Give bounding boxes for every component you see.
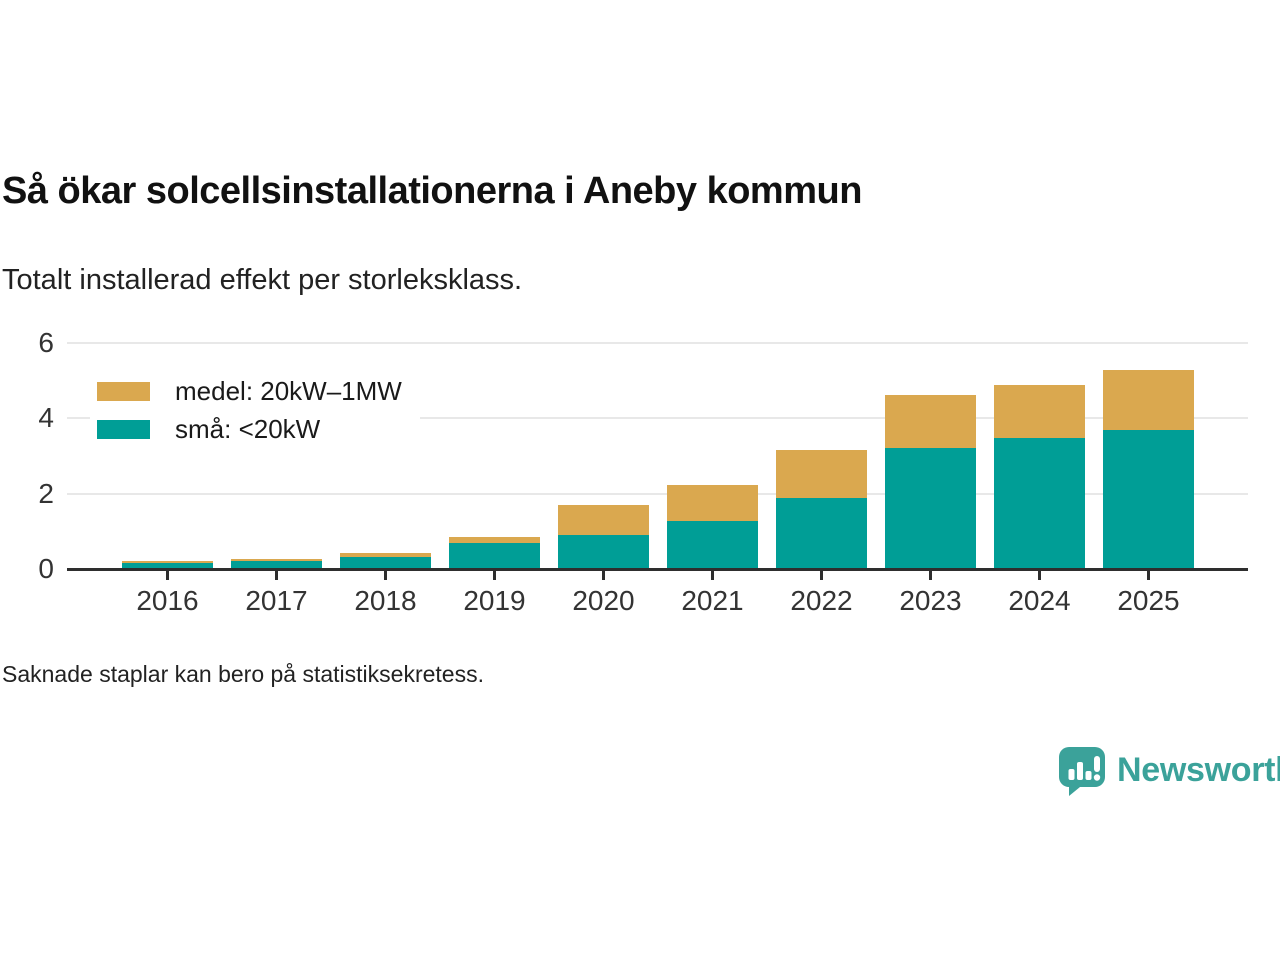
- chart-title: Så ökar solcellsinstallationerna i Aneby…: [2, 170, 862, 212]
- y-tick-label: 6: [38, 327, 54, 358]
- y-tick-label: 4: [38, 402, 54, 434]
- gridline-y2: [67, 492, 1248, 495]
- x-tick-label: 2024: [1008, 585, 1071, 616]
- x-tick-label: 2016: [136, 585, 199, 616]
- y-tick-label: 2: [38, 477, 54, 509]
- legend-swatch-medel: [97, 381, 150, 401]
- bar-segment-medel: [994, 385, 1085, 439]
- bar-segment-sma: [340, 556, 431, 569]
- bar-segment-medel: [885, 394, 976, 449]
- x-tick-label: 2020: [572, 585, 635, 616]
- x-tick-label: 2022: [790, 585, 853, 616]
- bar-segment-medel: [231, 558, 322, 562]
- bar-segment-sma: [667, 521, 758, 569]
- bar-chart-speech-bubble-icon: [1059, 747, 1105, 796]
- bar-segment-medel: [1103, 369, 1194, 431]
- bar-segment-sma: [885, 448, 976, 569]
- gridline-y4: [67, 417, 1248, 420]
- x-axis-tick: [166, 571, 169, 580]
- chart-subtitle: Totalt installerad effekt per storlekskl…: [2, 264, 523, 296]
- x-tick-label: 2017: [245, 585, 308, 616]
- y-tick-label: 0: [38, 553, 54, 584]
- gridline-y6: [67, 342, 1248, 344]
- bar-segment-medel: [776, 449, 867, 499]
- x-axis-tick: [602, 571, 605, 580]
- x-axis-tick: [1038, 571, 1041, 580]
- legend-item-sma: små: <20kW: [97, 410, 402, 448]
- bar-segment-medel: [558, 504, 649, 536]
- bar-segment-sma: [558, 535, 649, 569]
- bar-segment-medel: [667, 485, 758, 522]
- x-tick-label: 2019: [463, 585, 526, 616]
- x-axis-line: [67, 568, 1248, 571]
- x-axis-tick: [711, 571, 714, 580]
- brand-logo: Newsworthy: [1056, 744, 1280, 796]
- legend-swatch-sma: [97, 419, 150, 439]
- x-tick-label: 2021: [681, 585, 744, 616]
- x-axis-tick: [929, 571, 932, 580]
- bar-segment-sma: [449, 543, 540, 569]
- legend: medel: 20kW–1MW små: <20kW: [90, 366, 420, 454]
- x-axis-tick: [384, 571, 387, 580]
- bar-segment-medel: [449, 536, 540, 544]
- bar-segment-sma: [231, 561, 322, 569]
- x-axis-tick: [1147, 571, 1150, 580]
- x-axis-tick: [493, 571, 496, 580]
- legend-label-medel: medel: 20kW–1MW: [175, 375, 402, 406]
- bar-segment-sma: [1103, 430, 1194, 569]
- bar-segment-sma: [122, 562, 213, 569]
- x-axis-tick: [820, 571, 823, 580]
- bar-segment-medel: [340, 553, 431, 557]
- bar-segment-sma: [994, 438, 1085, 569]
- bar-segment-sma: [776, 498, 867, 569]
- footnote: Saknade staplar kan bero på statistiksek…: [2, 661, 484, 687]
- x-tick-label: 2018: [354, 585, 417, 616]
- brand-wordmark: Newsworthy: [1117, 750, 1280, 789]
- x-tick-label: 2023: [899, 585, 962, 616]
- x-axis-tick: [275, 571, 278, 580]
- x-tick-label: 2025: [1117, 585, 1180, 616]
- bar-segment-medel: [122, 561, 213, 563]
- legend-item-medel: medel: 20kW–1MW: [97, 372, 402, 410]
- legend-label-sma: små: <20kW: [175, 413, 321, 444]
